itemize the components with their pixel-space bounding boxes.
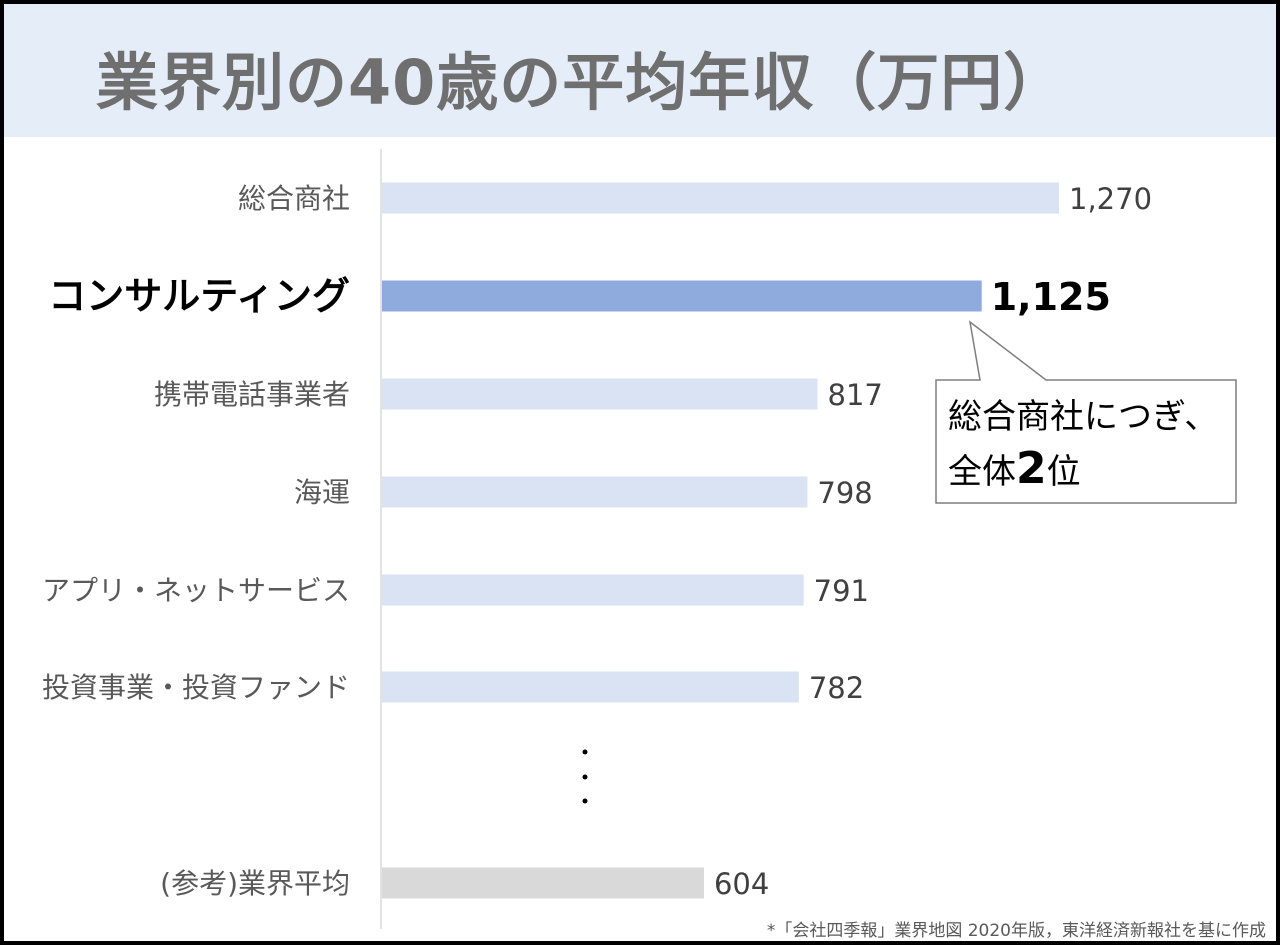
value-label: 1,125 xyxy=(991,275,1111,319)
bar-5 xyxy=(382,671,799,703)
ellipsis-dot xyxy=(582,798,588,804)
category-label: 携帯電話事業者 xyxy=(154,378,350,411)
bar-3 xyxy=(382,476,808,508)
category-label: コンサルティング xyxy=(48,274,350,318)
callout-line-1: 総合商社につぎ、 xyxy=(948,397,1219,437)
value-label: 791 xyxy=(814,574,869,608)
callout-box xyxy=(935,320,1237,504)
callout-text: 総合商社につぎ、 全体2位 xyxy=(948,391,1238,498)
title-bar: 業界別の40歳の平均年収（万円） xyxy=(4,4,1276,137)
callout-rank-suffix: 位 xyxy=(1046,452,1081,492)
value-labels-group: 1,270 1,125 817 798 791 782 604 xyxy=(714,182,1152,901)
source-note: *「会社四季報」業界地図 2020年版，東洋経済新報社を基に作成 xyxy=(766,921,1266,941)
category-labels-group: 総合商社コンサルティング携帯電話事業者海運アプリ・ネットサービス投資事業・投資フ… xyxy=(42,182,350,900)
callout-rank-number: 2 xyxy=(1016,443,1047,494)
category-label: (参考)業界平均 xyxy=(160,867,350,900)
ellipsis-dot xyxy=(582,774,588,780)
chart-title: 業界別の40歳の平均年収（万円） xyxy=(96,46,1067,119)
bar-2 xyxy=(382,378,818,410)
bars-group xyxy=(382,182,1059,899)
value-label: 798 xyxy=(817,476,872,510)
bar-1 xyxy=(382,280,982,312)
value-label: 817 xyxy=(828,378,883,412)
category-label: 海運 xyxy=(294,476,350,509)
bar-4 xyxy=(382,574,804,606)
category-label: 投資事業・投資ファンド xyxy=(42,671,350,704)
value-label: 1,270 xyxy=(1069,182,1152,216)
value-label: 782 xyxy=(809,671,864,705)
bar-6 xyxy=(382,867,704,899)
bar-chart: 総合商社コンサルティング携帯電話事業者海運アプリ・ネットサービス投資事業・投資フ… xyxy=(42,149,1237,929)
ellipsis-dot xyxy=(582,749,588,755)
bar-0 xyxy=(382,182,1059,214)
category-label: 総合商社 xyxy=(238,182,350,215)
category-label: アプリ・ネットサービス xyxy=(42,574,350,607)
callout-rank-prefix: 全体 xyxy=(948,452,1016,492)
value-label: 604 xyxy=(714,867,769,901)
ellipsis-dots xyxy=(582,749,588,804)
callout-line-2: 全体2位 xyxy=(948,443,1238,498)
